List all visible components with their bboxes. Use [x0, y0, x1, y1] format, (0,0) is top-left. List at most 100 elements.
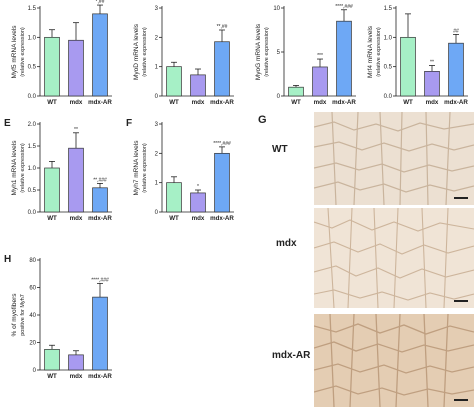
x-tick-label: mdx-AR — [444, 99, 468, 106]
chart-panel-myh7-fibers: H % of myofibers positive for Myh7 0 20 40 60 8… — [4, 254, 112, 380]
y-axis-label-units: (relative expression) — [376, 27, 382, 77]
y-axis-label-units: (relative expression) — [142, 27, 148, 77]
significance-label: ****,### — [335, 4, 353, 10]
y-tick-label: 20 — [29, 341, 36, 347]
y-tick-label: 1.5 — [384, 6, 393, 12]
x-tick-label: mdx-AR — [88, 215, 112, 222]
y-axis-label-units: (relative expression) — [20, 27, 26, 77]
x-tick-label: WT — [169, 99, 179, 106]
muscle-section-texture — [314, 112, 474, 205]
x-tick-label: mdx-AR — [88, 99, 112, 106]
x-tick-label: mdx — [192, 215, 205, 222]
bar — [214, 41, 230, 97]
chart-panel-myf5: Myf5 mRNA levels (relative expression) 0.0… — [11, 0, 112, 106]
significance-label: **,## — [217, 24, 228, 30]
muscle-section-texture — [314, 208, 474, 308]
y-tick-label: 1.0 — [28, 166, 37, 172]
bar — [288, 86, 304, 97]
bar — [92, 13, 108, 97]
histology-image-mdx — [314, 208, 474, 308]
x-tick-label: mdx — [192, 99, 205, 106]
bar — [214, 152, 230, 213]
y-tick-label: 40 — [29, 313, 36, 319]
y-tick-label: 60 — [29, 286, 36, 292]
bar — [312, 66, 328, 97]
scale-bar — [454, 399, 468, 401]
y-tick-label: 0.5 — [384, 65, 393, 71]
x-tick-label: mdx — [70, 373, 83, 380]
y-tick-label: 1.0 — [384, 35, 393, 41]
panel-letter-g: G — [258, 114, 267, 126]
y-tick-label: 3 — [155, 122, 159, 128]
y-tick-label: 2 — [155, 35, 159, 41]
y-axis-label-units: positive for Myh7 — [20, 294, 26, 336]
bar — [44, 349, 60, 371]
y-tick-label: 1.0 — [28, 35, 37, 41]
bar — [44, 36, 60, 97]
y-axis-label: Myh1 mRNA levels — [11, 140, 18, 196]
x-tick-label: mdx — [314, 99, 327, 106]
bar — [336, 20, 352, 97]
bar — [400, 36, 416, 97]
bar — [92, 296, 108, 371]
x-tick-label: WT — [47, 99, 57, 106]
y-axis-label-units: (relative expression) — [142, 143, 148, 193]
muscle-section-texture — [314, 314, 474, 407]
bar — [424, 71, 440, 97]
y-axis-label: Mrf4 mRNA levels — [367, 25, 374, 78]
panel-letter: H — [4, 254, 11, 265]
histology-label-mdx: mdx — [276, 238, 297, 249]
bar — [68, 39, 84, 97]
y-tick-label: 0.5 — [28, 65, 37, 71]
y-tick-label: 0.5 — [28, 188, 37, 194]
chart-panel-myh1: E Myh1 mRNA levels (relative expression)0.… — [4, 118, 112, 222]
bar — [190, 74, 206, 97]
y-tick-label: 2.0 — [28, 122, 37, 128]
y-tick-label: 0 — [277, 94, 281, 100]
y-axis-label-units: (relative expression) — [20, 143, 26, 193]
y-tick-label: 0.0 — [384, 94, 393, 100]
histology-image-wt — [314, 112, 474, 205]
x-tick-label: mdx-AR — [88, 373, 112, 380]
y-tick-label: 0 — [155, 94, 159, 100]
significance-label: *,## — [96, 0, 105, 5]
y-tick-label: 5 — [277, 50, 281, 56]
x-tick-label: mdx-AR — [210, 99, 234, 106]
y-axis-label: % of myofibers — [11, 293, 18, 337]
scale-bar — [454, 300, 468, 302]
histology-image-mdx-ar — [314, 314, 474, 407]
x-tick-label: mdx — [70, 215, 83, 222]
scale-bar — [454, 197, 468, 199]
chart-panel-myh7: F Myh7 mRNA levels (relative expression) 0 1… — [126, 118, 234, 222]
y-tick-label: 1.5 — [28, 6, 37, 12]
x-tick-label: WT — [403, 99, 413, 106]
significance-label: ** — [74, 127, 78, 133]
x-tick-label: WT — [47, 373, 57, 380]
bar — [44, 167, 60, 213]
chart-panel-myod: MyoD mRNA levels (relative expression) 0 1 2… — [133, 6, 234, 106]
histology-label-wt: WT — [272, 144, 288, 155]
y-axis-label: Myf5 mRNA levels — [11, 25, 18, 79]
y-tick-label: 2 — [155, 151, 159, 157]
y-tick-label: 1 — [155, 181, 159, 187]
y-tick-label: 1.5 — [28, 144, 37, 150]
x-tick-label: mdx — [70, 99, 83, 106]
x-tick-label: mdx-AR — [332, 99, 356, 106]
x-tick-label: mdx — [426, 99, 439, 106]
y-tick-label: 0 — [155, 210, 159, 216]
x-tick-label: mdx-AR — [210, 215, 234, 222]
y-axis-label: MyoD mRNA levels — [133, 23, 140, 80]
significance-label: ****,### — [91, 277, 109, 283]
y-tick-label: 10 — [273, 6, 280, 12]
y-axis-label-units: (relative expression) — [264, 27, 270, 77]
bar — [166, 182, 182, 213]
bar — [448, 42, 464, 97]
panel-letter: F — [126, 118, 132, 129]
significance-label: **,### — [93, 177, 107, 183]
y-tick-label: 80 — [29, 258, 36, 264]
y-axis-label: Myh7 mRNA levels — [133, 140, 140, 196]
y-tick-label: 3 — [155, 6, 159, 12]
panel-letter: E — [4, 118, 11, 129]
histology-label-mdx-ar: mdx-AR — [272, 350, 311, 361]
bar — [166, 66, 182, 97]
